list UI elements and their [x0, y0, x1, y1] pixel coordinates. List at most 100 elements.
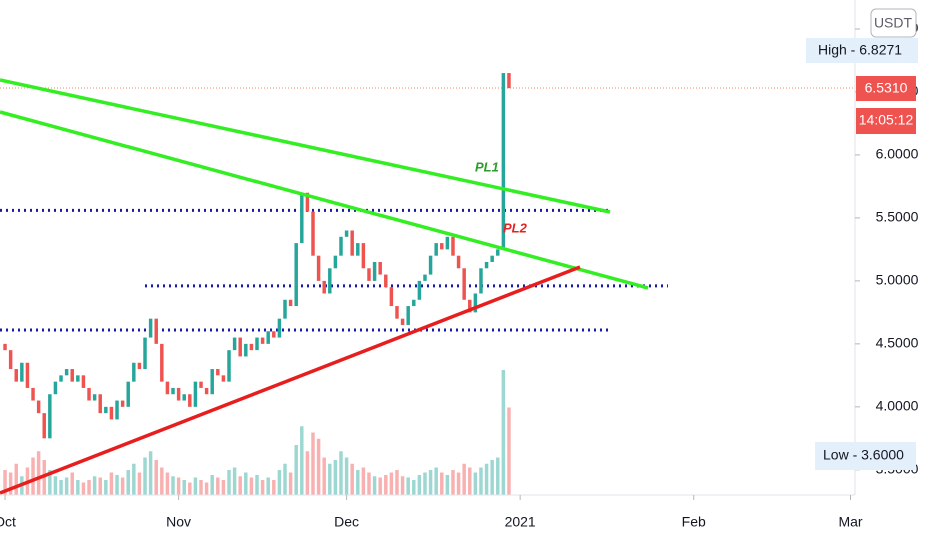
candle-body — [115, 400, 119, 420]
candle-body — [227, 350, 231, 382]
volume-bar — [395, 470, 399, 495]
volume-bar — [423, 472, 427, 495]
candle-body — [356, 243, 360, 256]
x-tick-label: Dec — [334, 514, 359, 530]
candle-body — [440, 243, 444, 250]
candle-body — [389, 287, 394, 307]
support-line — [0, 265, 581, 495]
countdown-box — [856, 108, 916, 134]
candle-body — [423, 274, 427, 281]
volume-bar — [31, 457, 35, 495]
last-price-box — [856, 76, 916, 101]
volume-bar — [507, 407, 511, 495]
volume-bar — [333, 460, 338, 495]
volume-bar — [255, 475, 259, 495]
volume-bar — [311, 432, 315, 495]
volume-bar — [210, 475, 214, 495]
volume-bar — [367, 472, 371, 495]
volume-bar — [132, 463, 136, 495]
x-tick-label: Oct — [0, 514, 16, 530]
volume-bar — [300, 426, 304, 495]
volume-bar — [193, 477, 198, 495]
candle-body — [188, 394, 192, 407]
candle-body — [210, 369, 214, 395]
candle-body — [59, 375, 63, 382]
candle-body — [288, 299, 293, 307]
candle-body — [81, 375, 86, 388]
volume-bar — [92, 476, 97, 495]
candle-body — [333, 255, 338, 269]
volume-bar — [176, 477, 181, 495]
volume-bar — [260, 480, 265, 495]
volume-bar — [171, 476, 175, 495]
candle-body — [14, 369, 18, 382]
volume-bar — [81, 482, 86, 495]
candle-body — [165, 381, 170, 395]
volume-bar — [199, 480, 203, 495]
low-label: Low - 3.6000 — [823, 447, 904, 463]
trend-line-pl1 — [0, 78, 611, 214]
volume-bar — [188, 482, 192, 495]
candle-body — [87, 387, 91, 401]
volume-bar — [160, 467, 164, 495]
volume-bar — [115, 475, 119, 495]
candle-body — [266, 331, 270, 344]
candle-body — [171, 387, 175, 395]
candle-body — [132, 362, 136, 382]
candle-body — [322, 280, 326, 294]
currency-label[interactable]: USDT — [874, 15, 913, 31]
candle-body — [384, 274, 388, 288]
candle-body — [160, 343, 164, 382]
volume-bar — [98, 477, 102, 495]
candle-body — [199, 381, 203, 388]
volume-bar — [406, 477, 410, 495]
volume-bar — [294, 445, 298, 495]
volume-bar — [283, 463, 287, 495]
volume-bar — [227, 470, 231, 495]
candle-body — [64, 369, 69, 376]
volume-bar — [451, 470, 455, 495]
volume-bar — [154, 460, 158, 495]
volume-bar — [468, 467, 472, 495]
candle-body — [428, 255, 433, 275]
candle-body — [400, 318, 405, 325]
volume-bar — [479, 467, 483, 495]
candle-body — [339, 236, 343, 256]
volume-bar — [64, 477, 69, 495]
candle-body — [36, 400, 41, 414]
volume-bar — [76, 480, 80, 495]
trend-line-pl2 — [0, 110, 649, 290]
volume-bar — [361, 467, 366, 495]
volume-bar — [496, 457, 500, 495]
high-label: High - 6.8271 — [818, 42, 902, 58]
candle-body — [496, 249, 500, 256]
volume-bar — [305, 451, 310, 495]
volume-bar — [378, 477, 382, 495]
currency-box[interactable] — [870, 8, 917, 38]
candle-body — [300, 192, 304, 244]
volume-bar — [182, 480, 186, 495]
candle-body — [126, 381, 130, 407]
volume-bar — [48, 470, 52, 495]
candle-body — [367, 268, 371, 281]
candle-body — [350, 230, 354, 256]
volume-bar — [3, 470, 7, 495]
candle-body — [417, 280, 422, 300]
candle-body — [204, 387, 209, 395]
volume-bar — [384, 475, 388, 495]
y-tick-label: 4.5000 — [876, 335, 919, 351]
candle-body — [8, 350, 13, 370]
volume-bar — [8, 472, 13, 495]
candle-body — [305, 192, 310, 212]
x-tick-label: Feb — [682, 514, 706, 530]
x-tick-label: Nov — [166, 514, 191, 530]
volume-bar — [70, 472, 74, 495]
volume-bar — [350, 463, 354, 495]
volume-bar — [473, 472, 478, 495]
candle-body — [76, 375, 80, 382]
volume-bar — [249, 477, 254, 495]
volume-bar — [288, 472, 293, 495]
volume-bar — [104, 480, 108, 495]
candle-body — [412, 299, 416, 307]
